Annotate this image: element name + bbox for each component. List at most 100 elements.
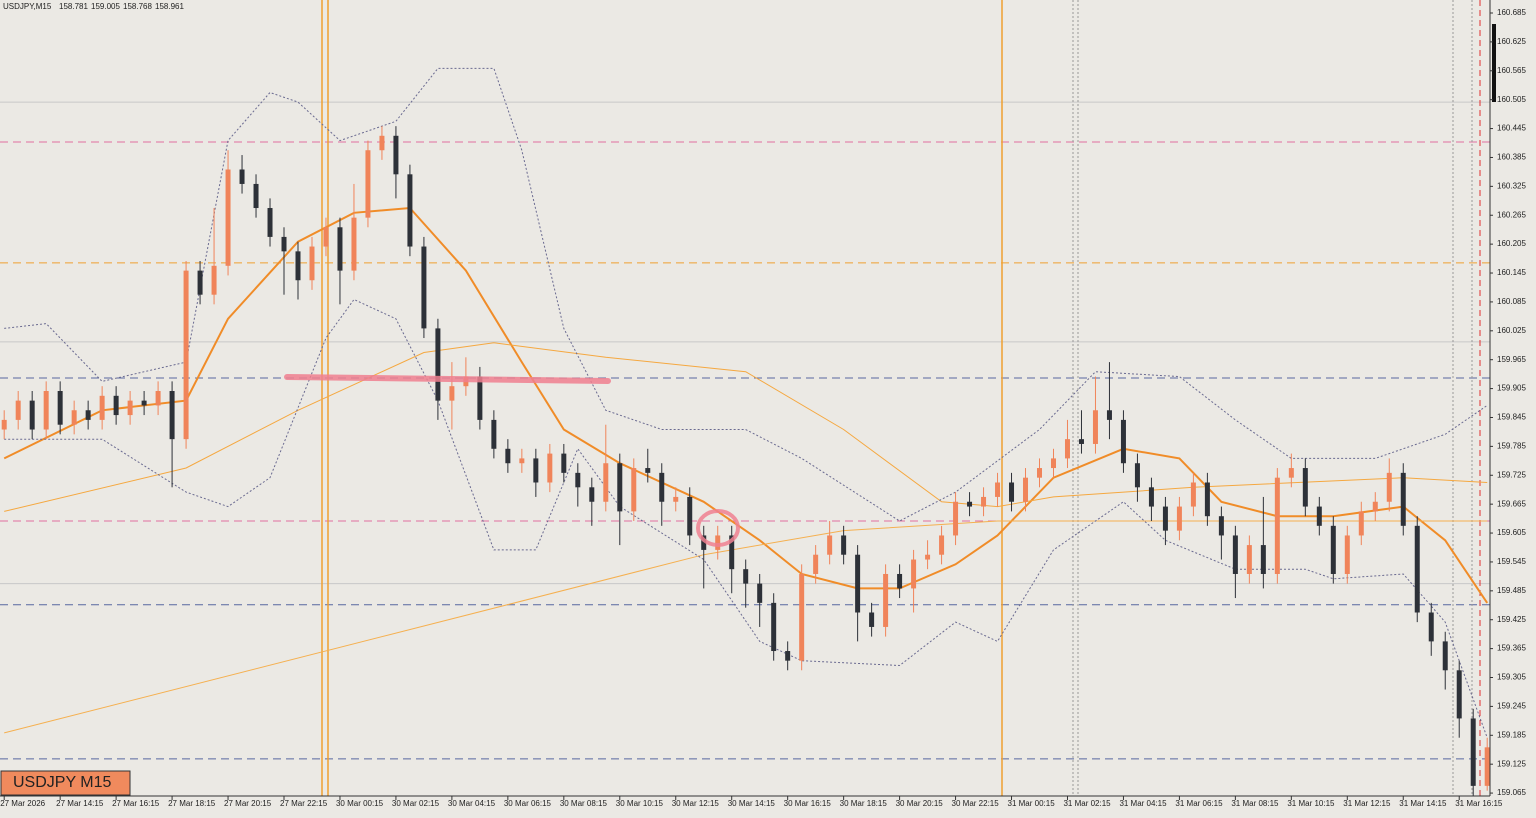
price-marker	[1492, 24, 1496, 102]
x-tick-label: 31 Mar 14:15	[1399, 799, 1447, 808]
header-value: 158.768	[123, 2, 152, 11]
candle-body	[225, 169, 231, 266]
candle-body	[673, 496, 679, 502]
candle-body	[1, 419, 7, 430]
x-tick-label: 30 Mar 16:15	[784, 799, 832, 808]
candle-body	[323, 227, 329, 247]
candle-body	[1218, 516, 1224, 536]
candle-body	[1246, 545, 1252, 574]
candle-body	[183, 270, 189, 440]
candle-body	[1442, 641, 1448, 671]
candle-body	[533, 458, 539, 483]
candle-body	[239, 169, 245, 184]
candle-body	[1232, 535, 1238, 574]
y-tick-label: 159.665	[1497, 499, 1526, 508]
header-value: 158.781	[59, 2, 88, 11]
candle-body	[925, 554, 931, 560]
y-tick-label: 160.265	[1497, 210, 1526, 219]
y-tick-label: 160.145	[1497, 268, 1526, 277]
x-tick-label: 27 Mar 22:15	[280, 799, 328, 808]
x-tick-label: 31 Mar 06:15	[1175, 799, 1223, 808]
candle-body	[897, 573, 903, 589]
y-tick-label: 160.205	[1497, 239, 1526, 248]
candle-body	[1260, 545, 1266, 574]
x-tick-label: 31 Mar 08:15	[1231, 799, 1279, 808]
candle-body	[1456, 670, 1462, 719]
y-tick-label: 160.505	[1497, 95, 1526, 104]
y-tick-label: 159.365	[1497, 644, 1526, 653]
y-tick-label: 159.785	[1497, 441, 1526, 450]
candle-body	[309, 246, 315, 281]
header-value: 159.005	[91, 2, 120, 11]
candle-body	[617, 463, 623, 512]
x-tick-label: 31 Mar 02:15	[1063, 799, 1111, 808]
y-tick-label: 160.565	[1497, 66, 1526, 75]
candle-body	[351, 217, 357, 271]
candle-body	[127, 400, 133, 416]
candle-body	[785, 651, 791, 661]
candle-body	[1470, 718, 1476, 786]
candle-body	[953, 501, 959, 536]
x-tick-label: 27 Mar 14:15	[56, 799, 104, 808]
candle-body	[883, 573, 889, 627]
candle-body	[1162, 506, 1168, 531]
y-tick-label: 159.485	[1497, 586, 1526, 595]
y-tick-label: 159.545	[1497, 557, 1526, 566]
candle-body	[1358, 511, 1364, 536]
candle-body	[813, 554, 819, 574]
indicator-line	[4, 342, 1488, 512]
candle-body	[561, 453, 567, 473]
candle-body	[1148, 487, 1154, 507]
candle-body	[449, 386, 455, 401]
y-tick-label: 160.025	[1497, 326, 1526, 335]
x-tick-label: 27 Mar 20:15	[224, 799, 272, 808]
candle-body	[1344, 535, 1350, 574]
candle-body	[827, 535, 833, 555]
candle-body	[981, 496, 987, 507]
y-tick-label: 159.605	[1497, 528, 1526, 537]
candle-body	[687, 496, 693, 536]
candle-body	[169, 390, 175, 440]
candle-body	[211, 265, 217, 295]
x-tick-label: 31 Mar 12:15	[1343, 799, 1391, 808]
candle-body	[519, 458, 525, 464]
indicator-line	[4, 67, 1488, 522]
candle-body	[477, 376, 483, 420]
candle-body	[29, 400, 35, 430]
x-tick-label: 30 Mar 18:15	[840, 799, 888, 808]
candle-body	[393, 135, 399, 175]
candle-body	[771, 602, 777, 652]
candle-body	[701, 535, 707, 550]
candle-body	[743, 569, 749, 584]
price-axis	[1490, 0, 1536, 818]
candle-body	[645, 468, 651, 473]
candle-body	[1484, 747, 1490, 786]
candle-body	[141, 400, 147, 406]
x-tick-label: 30 Mar 04:15	[448, 799, 496, 808]
y-tick-label: 159.305	[1497, 673, 1526, 682]
candle-body	[1414, 525, 1420, 613]
candle-body	[1064, 439, 1070, 459]
candle-body	[715, 535, 721, 550]
candle-body	[1288, 468, 1294, 478]
candle-body	[1134, 463, 1140, 488]
candle-body	[1204, 482, 1210, 517]
chart-title: USDJPY,M15	[3, 2, 52, 11]
indicator-line	[4, 520, 1488, 734]
x-tick-label: 27 Mar 18:15	[168, 799, 216, 808]
candle-body	[99, 395, 105, 420]
header-value: 158.961	[155, 2, 184, 11]
y-tick-label: 159.845	[1497, 413, 1526, 422]
x-tick-label: 30 Mar 10:15	[616, 799, 664, 808]
y-tick-label: 160.685	[1497, 8, 1526, 17]
y-tick-label: 159.965	[1497, 355, 1526, 364]
candle-body	[1400, 472, 1406, 526]
candle-body	[113, 395, 119, 416]
candle-body	[967, 501, 973, 507]
x-tick-label: 31 Mar 16:15	[1455, 799, 1503, 808]
x-tick-label: 30 Mar 12:15	[672, 799, 720, 808]
candle-body	[281, 236, 287, 252]
candle-body	[855, 554, 861, 613]
